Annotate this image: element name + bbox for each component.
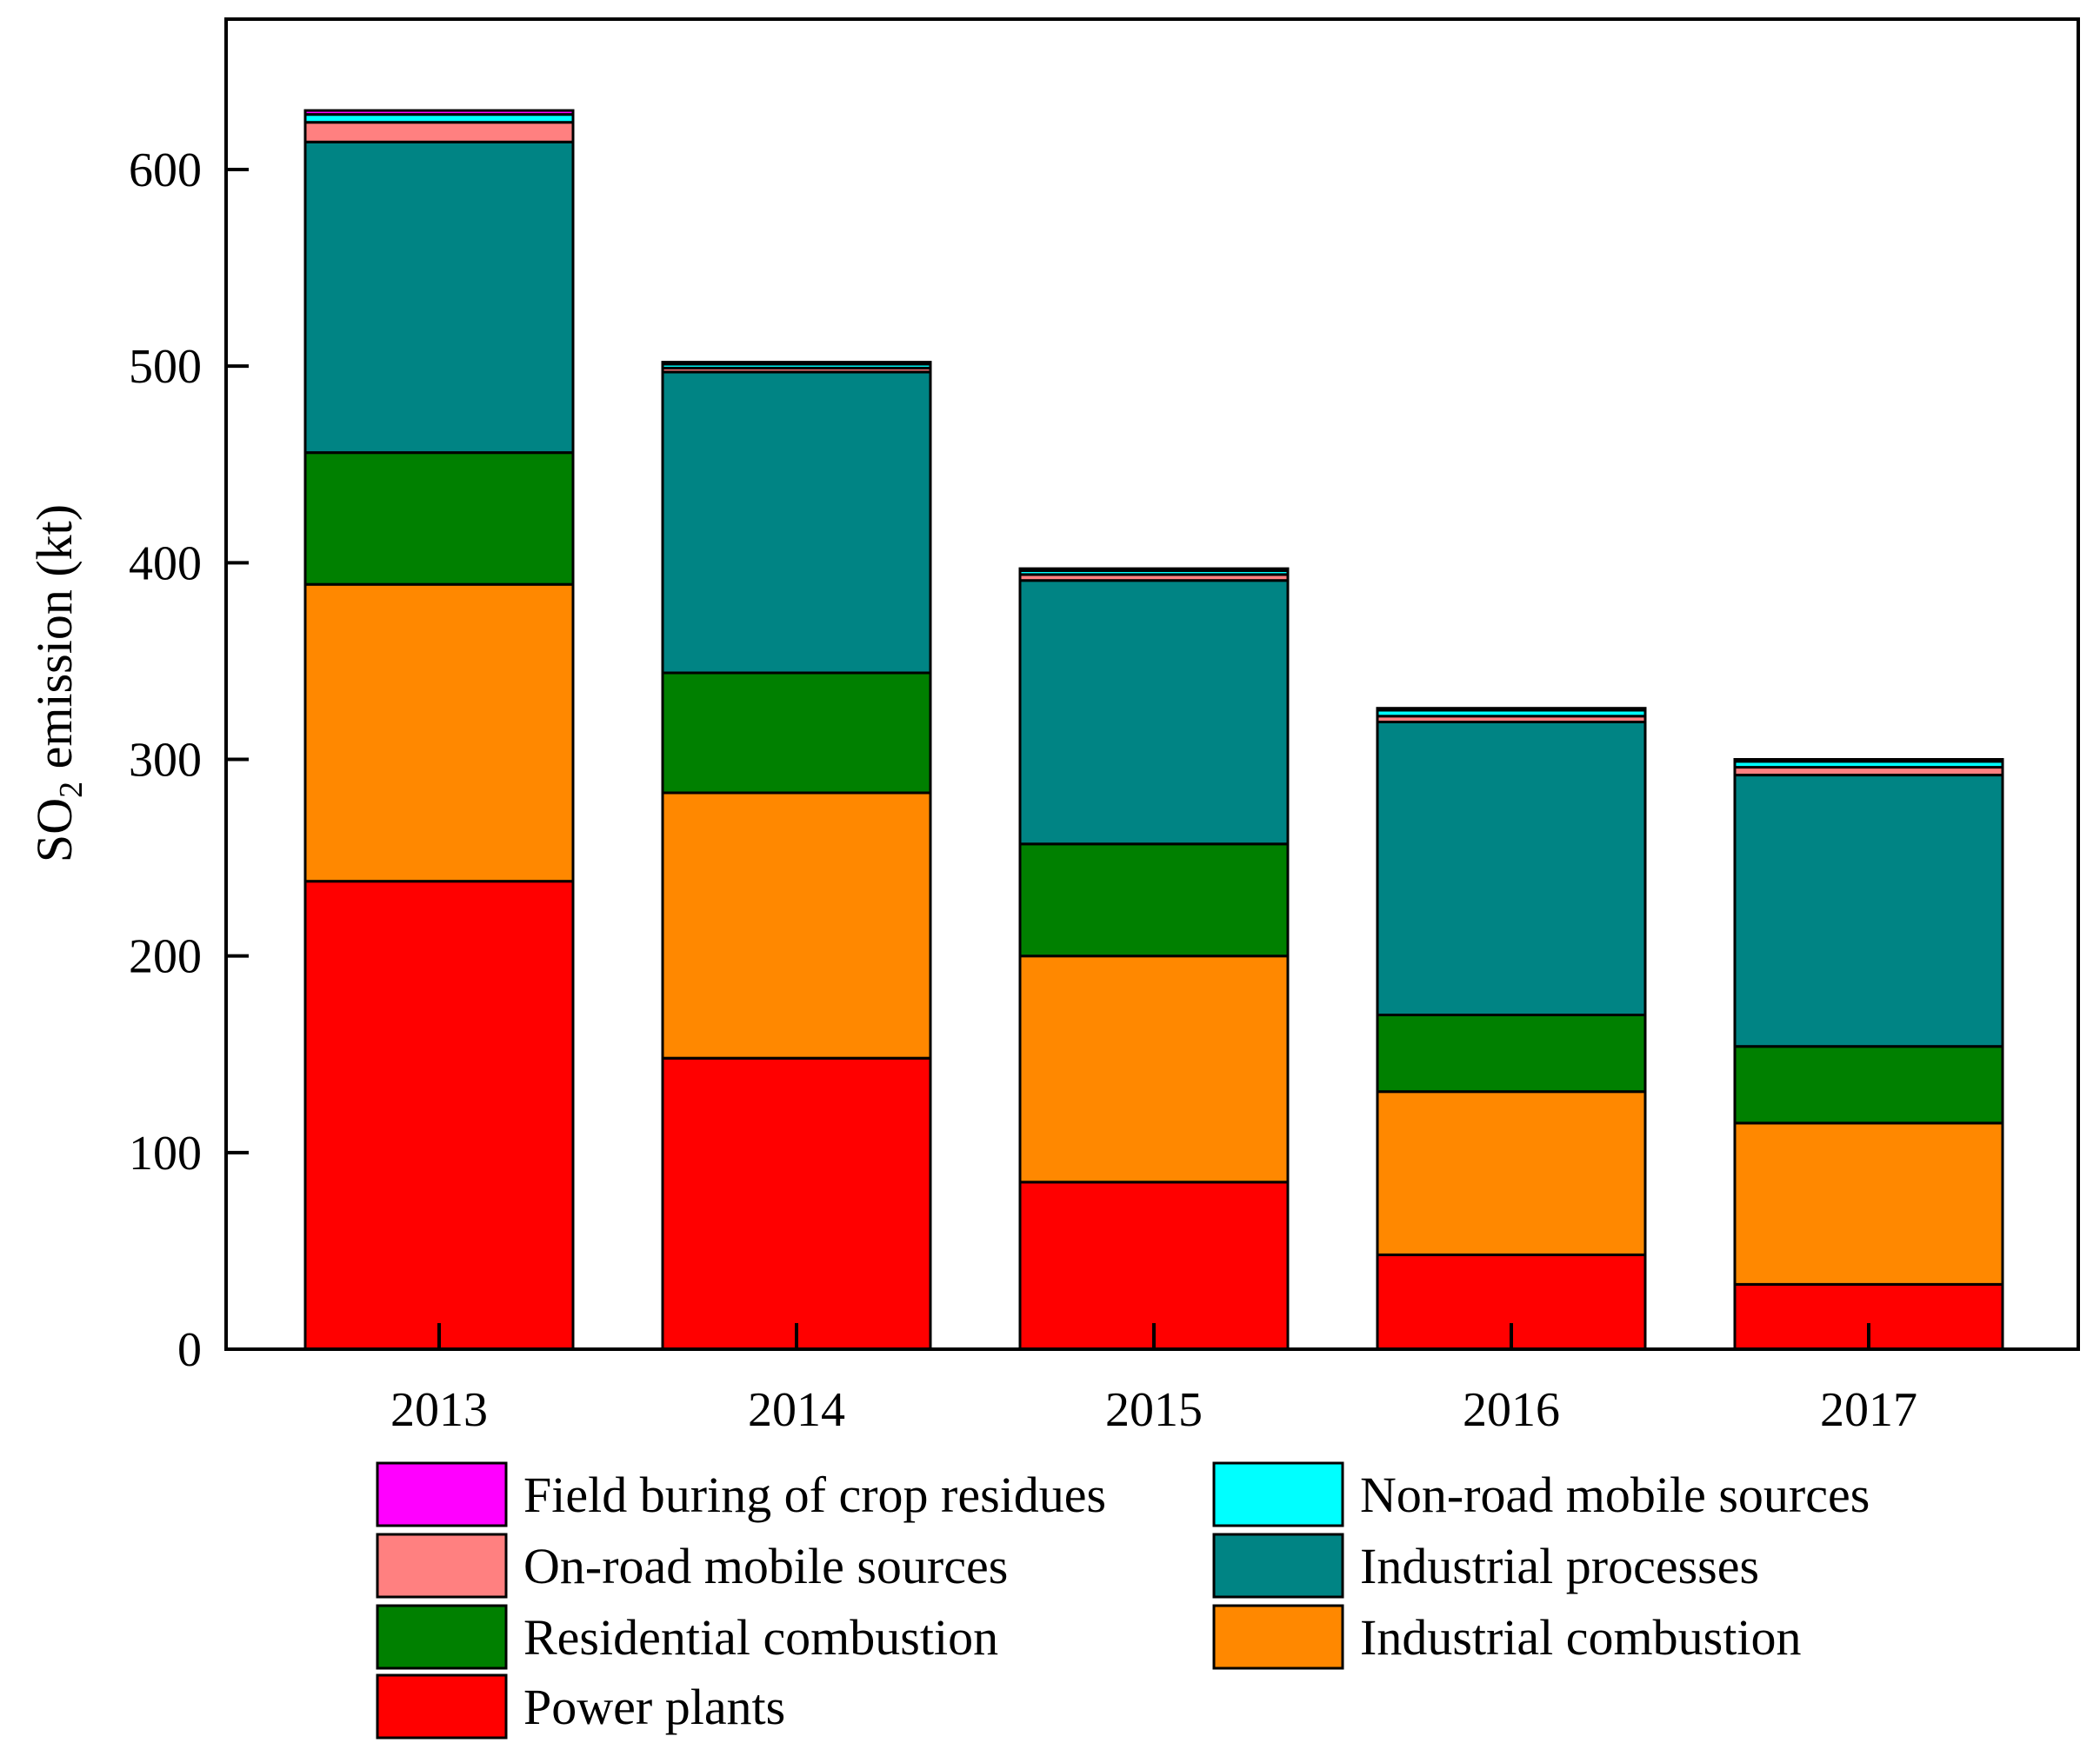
legend-label-field-buring-of-crop-residues: Field buring of crop residues (523, 1467, 1106, 1523)
bar-segment-2014-industrial-combustion (661, 791, 932, 1060)
bar-segment-2013-industrial-processes (303, 140, 575, 455)
x-tick-label-2017: 2017 (1820, 1383, 1917, 1437)
legend-swatch-non-road-mobile-sources (1212, 1461, 1344, 1527)
bar-segment-2015-residential-combustion (1018, 842, 1290, 958)
legend-swatch-on-road-mobile-sources (376, 1533, 508, 1599)
bar-segment-2017-residential-combustion (1733, 1045, 2004, 1125)
y-tick-label-200: 200 (129, 930, 202, 984)
legend-swatch-residential-combustion (376, 1604, 508, 1670)
bar-segment-2013-on-road-mobile-sources (303, 121, 575, 143)
legend-swatch-power-plants (376, 1673, 508, 1740)
bar-segment-2016-residential-combustion (1376, 1014, 1647, 1094)
legend-label-industrial-processes: Industrial processes (1360, 1538, 1759, 1594)
bar-segment-2015-power-plants (1018, 1181, 1290, 1351)
x-tick-label-2013: 2013 (390, 1383, 488, 1437)
y-axis-title-suffix: emission (kt) (26, 504, 83, 782)
y-tick-label-300: 300 (129, 734, 202, 788)
bar-segment-2017-industrial-processes (1733, 774, 2004, 1048)
bar-segment-2013-residential-combustion (303, 451, 575, 586)
y-axis-title-prefix: SO (26, 798, 83, 862)
y-axis-title: SO2 emission (kt) (26, 504, 90, 862)
x-tick-label-2015: 2015 (1105, 1383, 1203, 1437)
y-tick-label-600: 600 (129, 143, 202, 197)
legend-label-industrial-combustion: Industrial combustion (1360, 1609, 1801, 1666)
bar-segment-2014-power-plants (661, 1056, 932, 1351)
bar-segment-2015-field-buring-of-crop-residues (1018, 567, 1290, 572)
bar-segment-2015-industrial-processes (1018, 579, 1290, 846)
legend-label-residential-combustion: Residential combustion (523, 1609, 998, 1666)
legend-swatch-industrial-combustion (1212, 1604, 1344, 1670)
x-tick-label-2014: 2014 (748, 1383, 845, 1437)
y-axis-title-subscript: 2 (53, 782, 90, 798)
legend-label-on-road-mobile-sources: On-road mobile sources (523, 1538, 1008, 1594)
legend: Field buring of crop residues Non-road mo… (376, 1461, 1870, 1740)
bar-segment-2016-field-buring-of-crop-residues (1376, 707, 1647, 712)
bar-segment-2015-industrial-combustion (1018, 955, 1290, 1184)
legend-label-power-plants: Power plants (523, 1679, 785, 1735)
bars-layer (303, 109, 2004, 1351)
bar-segment-2013-power-plants (303, 880, 575, 1351)
y-tick-label-500: 500 (129, 340, 202, 394)
bar-segment-2016-industrial-processes (1376, 721, 1647, 1016)
bar-segment-2014-field-buring-of-crop-residues (661, 361, 932, 366)
y-tick-label-100: 100 (129, 1127, 202, 1181)
axis-ticks: 2013 2014 2015 2016 2017 0 100 200 300 400 500 600 (129, 143, 1917, 1437)
legend-label-non-road-mobile-sources: Non-road mobile sources (1360, 1467, 1870, 1523)
bar-segment-2017-field-buring-of-crop-residues (1733, 758, 2004, 763)
bar-segment-2013-field-buring-of-crop-residues (303, 109, 575, 116)
y-tick-label-400: 400 (129, 536, 202, 590)
bar-segment-2016-industrial-combustion (1376, 1090, 1647, 1256)
x-tick-label-2016: 2016 (1463, 1383, 1560, 1437)
bar-segment-2014-residential-combustion (661, 671, 932, 795)
bar-segment-2017-industrial-combustion (1733, 1121, 2004, 1286)
y-tick-label-0: 0 (177, 1323, 202, 1377)
bar-segment-2014-industrial-processes (661, 370, 932, 675)
bar-segment-2013-industrial-combustion (303, 582, 575, 883)
legend-swatch-industrial-processes (1212, 1533, 1344, 1599)
legend-swatch-field-buring-of-crop-residues (376, 1461, 508, 1527)
